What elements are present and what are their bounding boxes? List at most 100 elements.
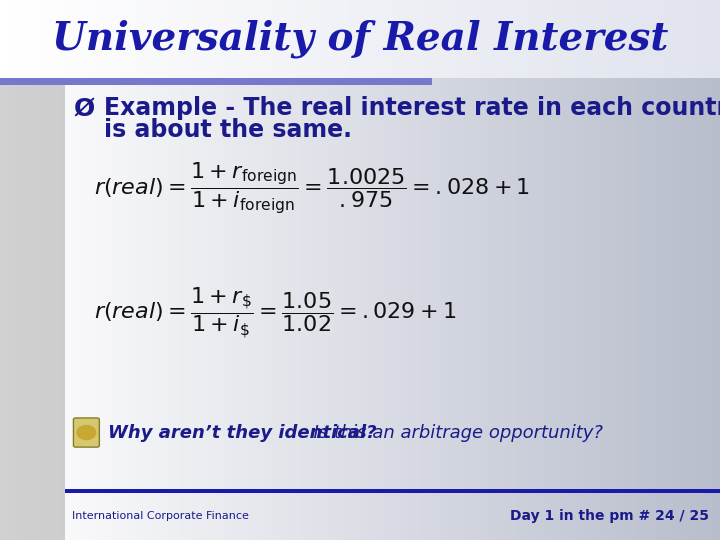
Bar — [454, 0, 456, 540]
Bar — [53, 0, 56, 78]
Bar — [281, 0, 284, 78]
Bar — [74, 0, 78, 78]
Bar — [542, 0, 546, 540]
Bar — [675, 0, 678, 540]
Bar — [266, 0, 269, 78]
Bar — [271, 0, 274, 78]
Bar — [490, 0, 492, 78]
Bar — [377, 0, 380, 78]
Bar — [182, 0, 186, 78]
Bar — [547, 0, 550, 78]
Bar — [679, 0, 683, 78]
Bar — [679, 0, 683, 540]
Bar — [36, 0, 39, 78]
Bar — [38, 0, 42, 78]
Bar — [74, 0, 78, 540]
Bar — [528, 0, 531, 540]
Bar — [506, 0, 510, 78]
Bar — [283, 0, 287, 540]
Bar — [703, 0, 706, 78]
Bar — [58, 0, 60, 78]
Bar — [588, 0, 591, 78]
Bar — [655, 0, 658, 78]
Bar — [646, 0, 649, 78]
Bar — [333, 0, 337, 540]
Bar — [199, 0, 202, 78]
Bar — [9, 0, 13, 78]
Bar — [197, 0, 200, 540]
Bar — [216, 0, 219, 78]
Bar — [295, 0, 298, 78]
Bar — [202, 0, 204, 540]
Bar — [451, 0, 454, 78]
Bar — [216, 0, 219, 540]
Bar — [588, 0, 591, 540]
Bar — [715, 0, 719, 540]
Bar — [55, 0, 58, 540]
Bar — [461, 0, 464, 78]
Bar — [223, 0, 226, 540]
Bar — [441, 0, 445, 540]
Bar — [302, 0, 305, 78]
Bar — [336, 0, 339, 78]
Bar — [626, 0, 629, 540]
Bar — [194, 0, 197, 78]
Bar — [396, 0, 399, 78]
Bar — [425, 0, 428, 540]
Bar — [341, 0, 344, 540]
Bar — [526, 0, 528, 78]
Bar — [650, 0, 654, 78]
Bar — [36, 0, 39, 540]
Bar — [495, 0, 498, 78]
Bar — [151, 0, 154, 540]
Bar — [91, 0, 94, 540]
Bar — [427, 0, 431, 78]
Bar — [240, 0, 243, 540]
Bar — [518, 0, 521, 540]
Bar — [322, 0, 325, 78]
Bar — [63, 0, 66, 78]
Bar — [351, 0, 354, 540]
Bar — [324, 0, 327, 540]
Bar — [338, 0, 341, 540]
Bar — [84, 0, 87, 540]
Bar — [120, 0, 123, 540]
Bar — [708, 0, 711, 540]
Bar — [45, 0, 49, 540]
Bar — [117, 0, 121, 78]
Bar — [130, 0, 132, 540]
Bar — [240, 0, 243, 78]
Bar — [391, 0, 395, 540]
Bar — [189, 0, 193, 78]
Bar — [449, 0, 452, 78]
Bar — [571, 0, 575, 540]
Bar — [67, 0, 71, 78]
Bar — [562, 0, 564, 78]
Bar — [631, 0, 634, 78]
Bar — [607, 0, 611, 78]
Bar — [81, 0, 85, 540]
Bar — [17, 0, 20, 540]
Bar — [405, 0, 409, 78]
Bar — [290, 0, 294, 78]
Bar — [235, 0, 238, 78]
Bar — [113, 0, 116, 540]
Bar — [444, 0, 447, 540]
Bar — [667, 0, 670, 540]
Bar — [254, 0, 258, 78]
Bar — [264, 0, 267, 540]
Bar — [96, 0, 99, 540]
Bar — [583, 0, 586, 540]
Bar — [382, 0, 384, 78]
Bar — [135, 0, 138, 540]
Bar — [197, 0, 200, 78]
Bar — [598, 0, 600, 78]
Bar — [293, 0, 296, 78]
Bar — [696, 0, 699, 540]
Bar — [2, 0, 6, 78]
Bar — [372, 0, 375, 540]
Bar — [540, 0, 543, 78]
Bar — [315, 0, 318, 540]
Bar — [319, 0, 323, 78]
Bar — [394, 0, 397, 540]
